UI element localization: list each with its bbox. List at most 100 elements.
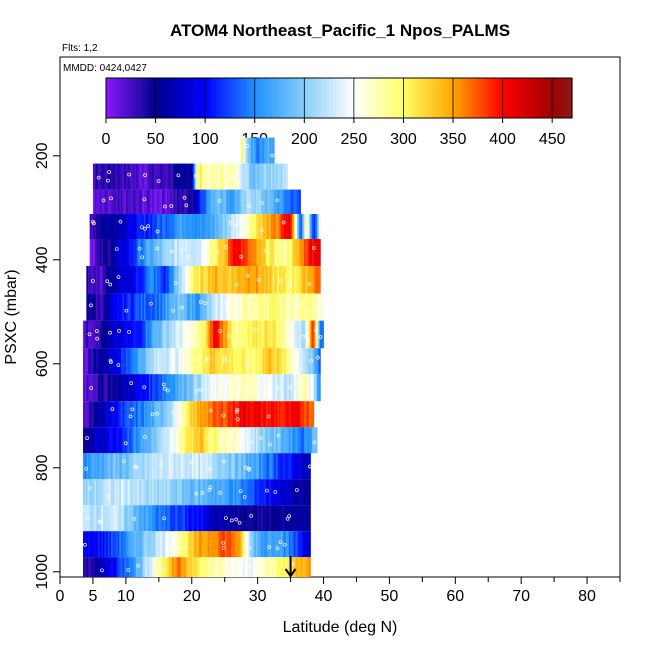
heatmap-cell xyxy=(298,505,301,532)
heatmap-cell xyxy=(190,189,193,215)
heatmap-cell xyxy=(277,266,280,294)
sample-point xyxy=(259,436,263,440)
heatmap-cell xyxy=(155,214,158,239)
colorbar-segment xyxy=(112,78,117,118)
heatmap-cell xyxy=(277,531,280,558)
heatmap-cell xyxy=(293,239,297,267)
heatmap-cell xyxy=(221,348,224,375)
heatmap-cell xyxy=(89,266,92,294)
heatmap-cell xyxy=(111,557,114,577)
heatmap-cell xyxy=(285,453,288,480)
heatmap-cell xyxy=(191,557,194,577)
colorbar-segment xyxy=(312,78,317,118)
heatmap-cell xyxy=(125,214,129,239)
heatmap-cell xyxy=(127,189,130,215)
heatmap-cell xyxy=(198,320,201,349)
heatmap-cell xyxy=(152,239,155,267)
heatmap-cell xyxy=(316,239,320,267)
colorbar-segment xyxy=(205,78,210,118)
colorbar-segment xyxy=(125,78,130,118)
heatmap-cell xyxy=(229,320,232,349)
heatmap-cell xyxy=(135,189,138,215)
heatmap-cell xyxy=(247,239,250,267)
heatmap-cell xyxy=(277,557,280,577)
heatmap-cell xyxy=(200,401,203,428)
heatmap-cell xyxy=(272,505,275,532)
heatmap-cell xyxy=(246,189,249,215)
sample-point xyxy=(149,301,153,306)
heatmap-cell xyxy=(221,557,224,577)
heatmap-cell xyxy=(257,348,260,375)
heatmap-cell xyxy=(265,531,269,558)
heatmap-cell xyxy=(260,320,264,349)
heatmap-cell xyxy=(229,401,232,428)
heatmap-cell xyxy=(226,293,229,321)
heatmap-cell xyxy=(200,348,203,375)
heatmap-cell xyxy=(162,189,165,215)
heatmap-cell xyxy=(209,320,213,349)
heatmap-cell xyxy=(203,163,206,190)
heatmap-cell xyxy=(219,374,222,402)
heatmap-cell xyxy=(284,401,287,428)
heatmap-cell xyxy=(119,453,122,480)
heatmap-cell xyxy=(186,453,189,480)
heatmap-cell xyxy=(96,479,99,506)
heatmap-cell xyxy=(219,531,222,558)
heatmap-cell xyxy=(247,163,250,190)
heatmap-cell xyxy=(236,214,239,239)
heatmap-cell xyxy=(295,557,298,577)
heatmap-cell xyxy=(180,293,183,321)
heatmap-cell xyxy=(117,531,120,558)
heatmap-cell xyxy=(270,320,273,349)
heatmap-cell xyxy=(252,163,255,190)
sample-point xyxy=(203,301,207,306)
sample-point xyxy=(249,513,254,518)
heatmap-cell xyxy=(254,163,257,190)
heatmap-cell xyxy=(232,531,236,558)
heatmap-cell xyxy=(188,163,191,190)
heatmap-cell xyxy=(288,453,292,480)
heatmap-cell xyxy=(308,266,311,294)
heatmap-cell xyxy=(183,293,186,321)
colorbar-segment xyxy=(179,78,184,118)
heatmap-cell xyxy=(172,505,175,532)
sample-point xyxy=(169,440,174,444)
heatmap-cell xyxy=(178,427,181,454)
heatmap-cell xyxy=(185,239,188,267)
heatmap-cell xyxy=(163,427,166,454)
sample-point xyxy=(184,203,189,208)
x-axis-tick-label: 5 xyxy=(88,588,97,605)
heatmap-cell xyxy=(257,374,260,402)
heatmap-cell xyxy=(173,189,176,215)
heatmap-cell xyxy=(165,214,168,239)
heatmap-cell xyxy=(145,453,148,480)
heatmap-cell xyxy=(234,557,237,577)
heatmap-cell xyxy=(297,239,300,267)
heatmap-cell xyxy=(139,374,142,402)
heatmap-cell xyxy=(213,293,216,321)
colorbar-segment xyxy=(535,78,540,118)
heatmap-cell xyxy=(130,239,133,267)
heatmap-band xyxy=(83,348,321,375)
heatmap-cell xyxy=(308,320,311,349)
heatmap-cell xyxy=(305,479,308,506)
heatmap-cell xyxy=(270,293,273,321)
heatmap-cell xyxy=(142,427,145,454)
heatmap-cell xyxy=(280,427,283,454)
heatmap-cell xyxy=(124,163,127,190)
heatmap-cell xyxy=(148,239,152,267)
heatmap-cell xyxy=(191,320,194,349)
heatmap-cell xyxy=(145,189,148,215)
heatmap-cell xyxy=(300,266,303,294)
heatmap-cell xyxy=(153,189,157,215)
heatmap-cell xyxy=(209,531,213,558)
heatmap-cell xyxy=(228,189,231,215)
heatmap-cell xyxy=(223,189,226,215)
heatmap-cell xyxy=(170,374,173,402)
heatmap-cell xyxy=(193,320,196,349)
heatmap-cell xyxy=(262,189,265,215)
heatmap-cell xyxy=(264,348,267,375)
heatmap-cell xyxy=(94,401,97,428)
heatmap-cell xyxy=(237,239,241,267)
heatmap-cell xyxy=(251,505,254,532)
